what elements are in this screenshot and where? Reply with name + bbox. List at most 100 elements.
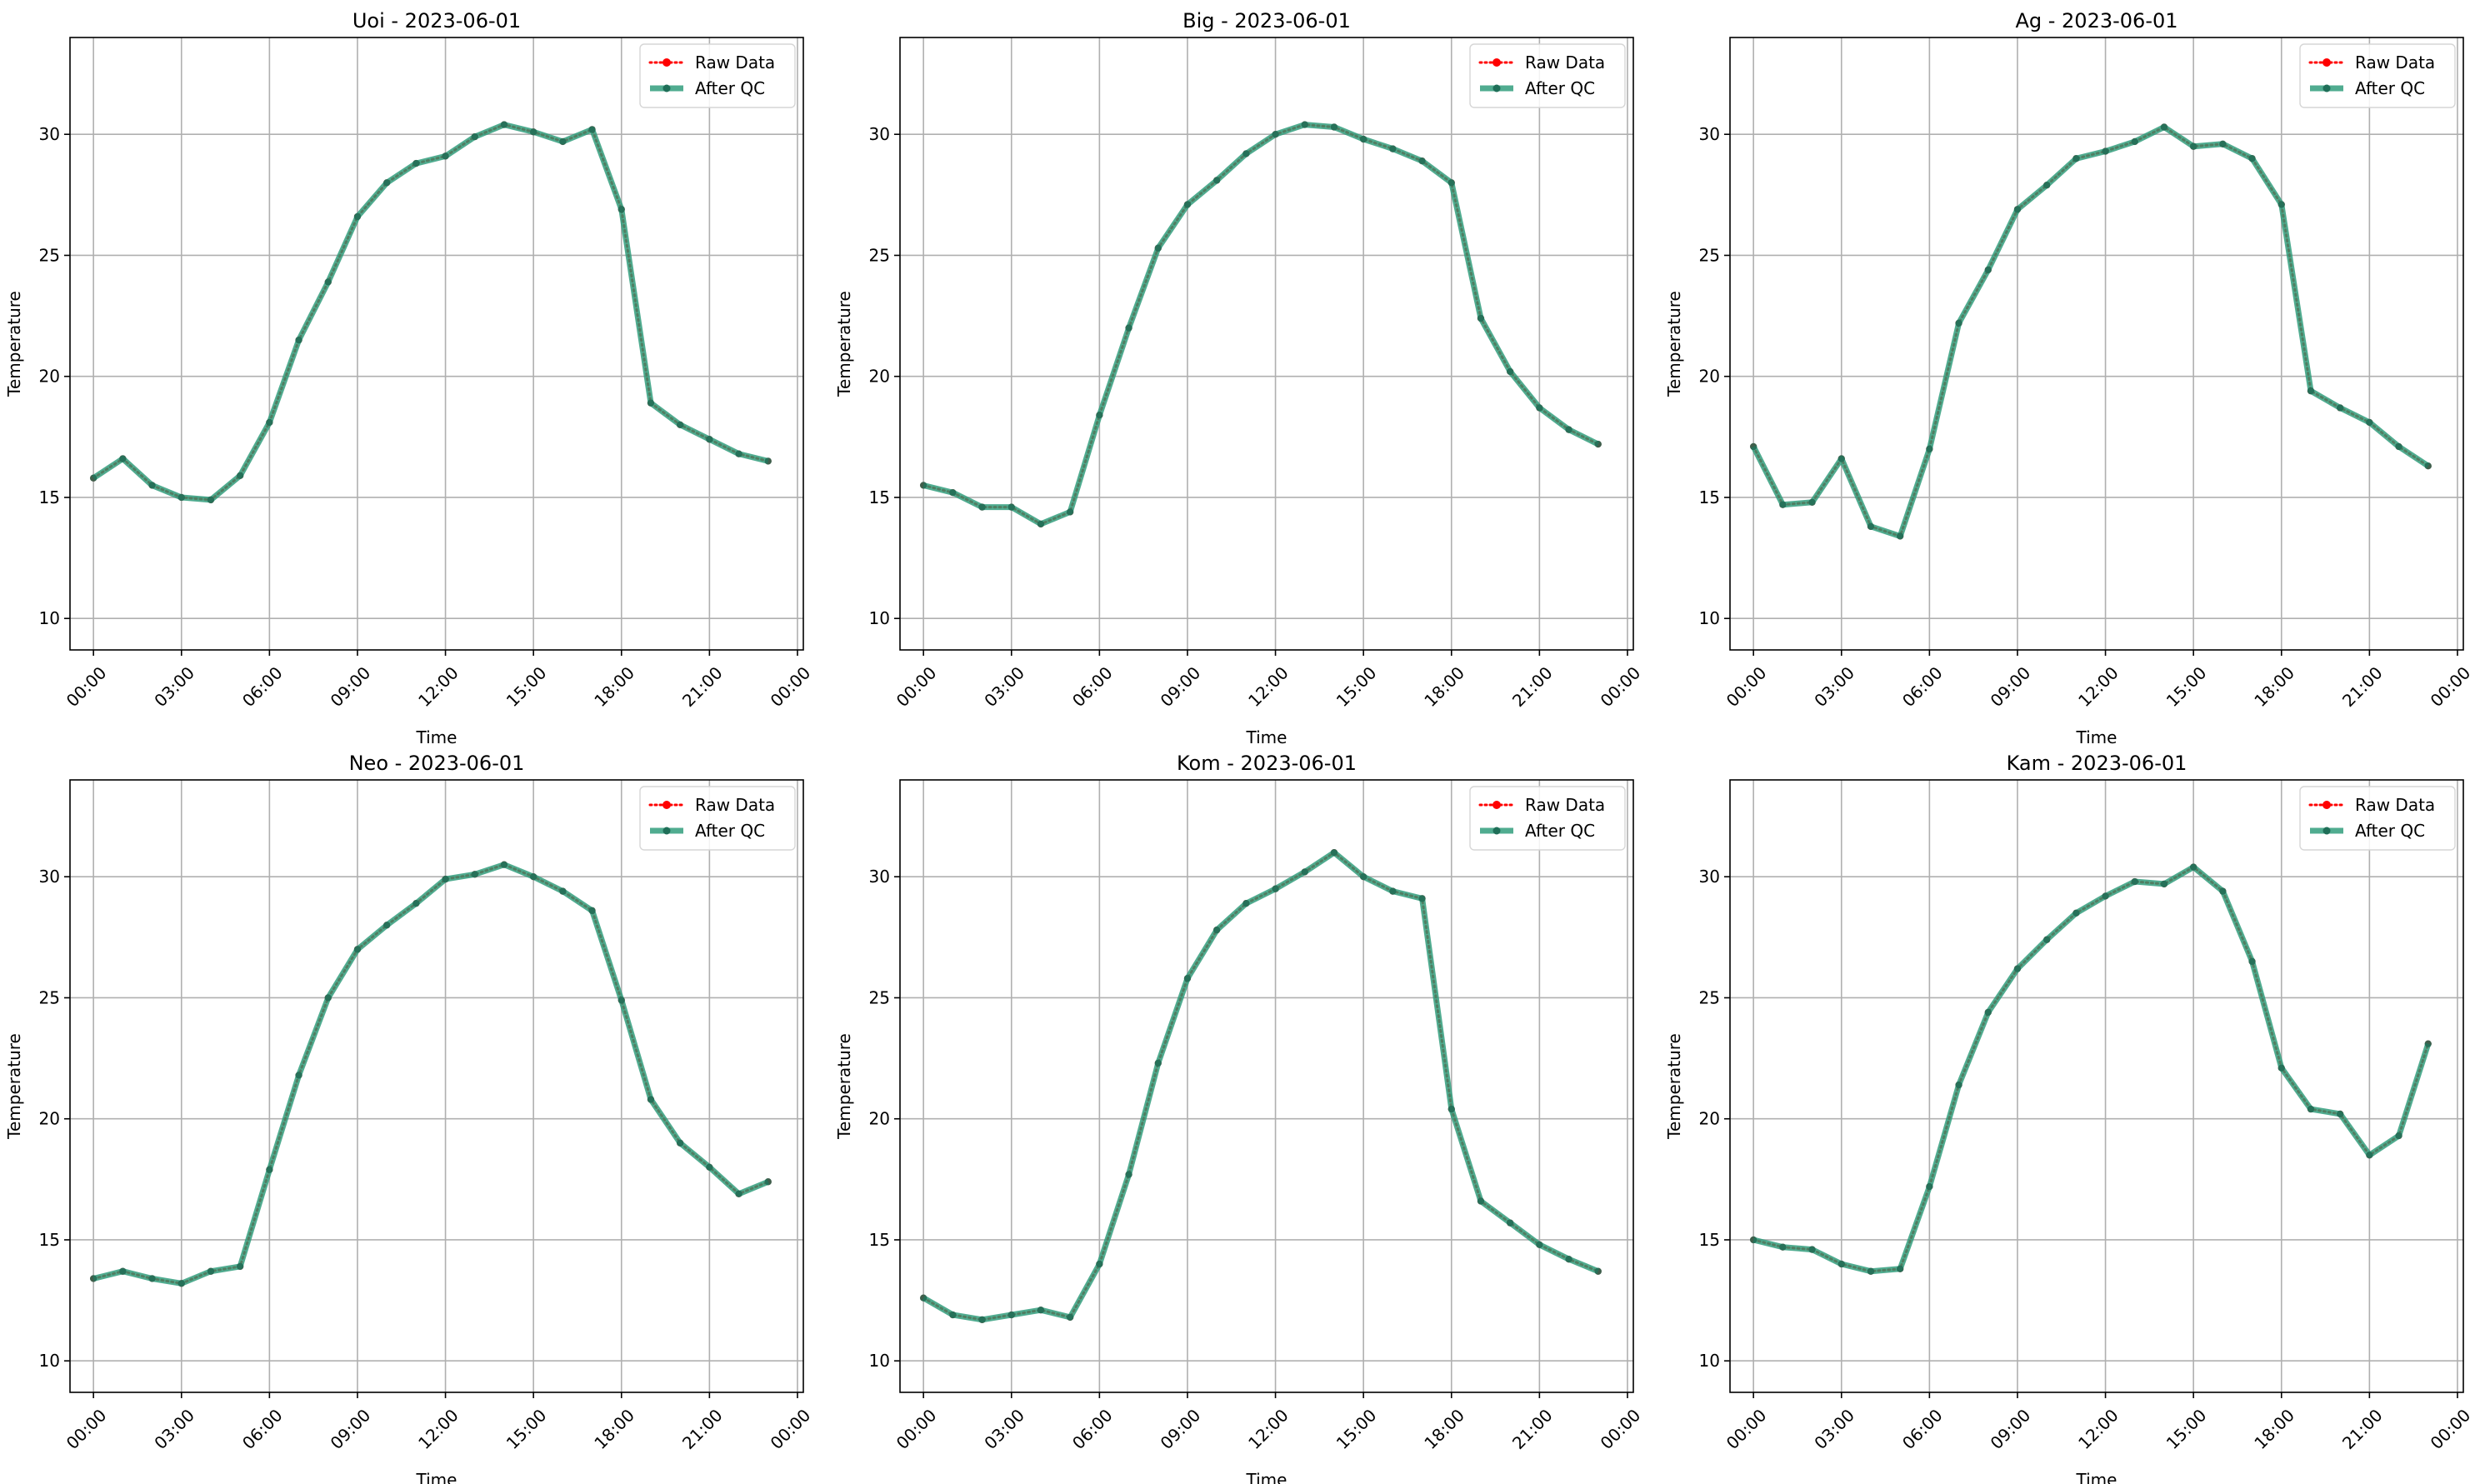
data-point-after-qc [676, 421, 684, 429]
data-point-after-qc [500, 121, 508, 128]
data-point-after-qc [324, 994, 332, 1002]
subplot-0: Uoi - 2023-06-01 00:00 03:00 06:00 09:00 12:0… [4, 9, 814, 747]
data-point-after-qc [412, 899, 420, 907]
legend-label: Raw Data [2355, 795, 2435, 815]
data-point-after-qc [2336, 404, 2344, 412]
data-point-after-qc [647, 399, 655, 407]
data-point-after-qc [442, 875, 449, 883]
y-tick-label: 20 [1699, 1109, 1720, 1129]
y-tick-label: 15 [1699, 487, 1720, 507]
y-tick-label: 15 [39, 487, 60, 507]
x-tick-label: 03:00 [1810, 662, 1858, 711]
legend-marker-raw-data [1492, 801, 1501, 809]
data-point-after-qc [1096, 1260, 1103, 1268]
data-point-after-qc [2395, 442, 2402, 451]
data-point-after-qc [764, 457, 772, 465]
x-tick-label: 00:00 [1597, 662, 1645, 711]
x-tick-label: 12:00 [414, 662, 462, 711]
x-tick-label: 21:00 [1508, 662, 1557, 711]
data-point-after-qc [2307, 1105, 2315, 1113]
data-point-after-qc [1212, 177, 1221, 184]
y-tick-label: 25 [1699, 987, 1720, 1007]
data-point-after-qc [1749, 442, 1758, 451]
data-point-after-qc [266, 418, 273, 427]
y-tick-label: 20 [869, 367, 890, 387]
data-point-after-qc [919, 482, 928, 489]
data-point-after-qc [2278, 201, 2285, 208]
data-point-after-qc [1037, 520, 1045, 528]
y-tick-label: 10 [39, 608, 60, 628]
series-line-raw-data [1752, 125, 2430, 538]
data-point-after-qc [178, 1280, 185, 1287]
legend: Raw Data After QC [1469, 786, 1626, 851]
legend-label: After QC [695, 78, 765, 98]
data-point-after-qc [1838, 455, 1845, 462]
data-point-after-qc [1779, 1243, 1787, 1251]
x-tick-label: 12:00 [2074, 1405, 2122, 1453]
data-point-after-qc [89, 474, 98, 482]
x-tick-label: 15:00 [502, 662, 551, 711]
legend-label: After QC [1525, 78, 1595, 98]
data-point-after-qc [324, 278, 332, 286]
legend-box [1469, 43, 1626, 108]
data-point-after-qc [119, 1267, 127, 1275]
data-point-after-qc [1808, 1246, 1816, 1253]
y-tick-label: 15 [869, 487, 890, 507]
x-tick-label: 00:00 [1722, 1405, 1771, 1453]
legend-marker-after-qc [2322, 84, 2331, 92]
x-tick-label: 00:00 [892, 1405, 941, 1453]
x-tick-label: 03:00 [1810, 1405, 1858, 1453]
data-point-after-qc [559, 887, 567, 895]
x-axis-label: Time [2076, 727, 2118, 747]
data-point-after-qc [236, 1262, 244, 1271]
data-point-after-qc [2131, 877, 2138, 886]
data-point-after-qc [89, 1275, 98, 1282]
data-point-after-qc [382, 179, 391, 187]
data-point-after-qc [1955, 319, 1962, 327]
data-point-after-qc [1008, 503, 1015, 511]
series-line-raw-data [92, 863, 770, 1285]
data-point-after-qc [148, 482, 156, 489]
data-point-after-qc [1779, 501, 1787, 508]
x-tick-label: 03:00 [150, 662, 198, 711]
data-point-after-qc [119, 455, 127, 462]
legend-marker-after-qc [1492, 827, 1501, 835]
x-tick-label: 09:00 [327, 1405, 375, 1453]
data-point-after-qc [2278, 1064, 2285, 1072]
data-point-after-qc [295, 336, 302, 344]
y-tick-label: 10 [1699, 1351, 1720, 1371]
data-point-after-qc [2102, 147, 2109, 155]
panel-title: Kom - 2023-06-01 [1177, 752, 1357, 775]
data-point-after-qc [2102, 892, 2109, 900]
data-point-after-qc [1808, 498, 1816, 506]
x-tick-label: 06:00 [1898, 1405, 1947, 1453]
data-point-after-qc [559, 137, 567, 146]
data-point-after-qc [353, 946, 362, 953]
subplot-4: Kom - 2023-06-01 00:00 03:00 06:00 09:00 12:0… [834, 752, 1644, 1484]
x-tick-label: 03:00 [980, 1405, 1028, 1453]
data-point-after-qc [949, 488, 957, 497]
data-point-after-qc [382, 922, 391, 929]
x-tick-label: 15:00 [1332, 662, 1381, 711]
x-axis-label: Time [1246, 1470, 1288, 1484]
data-point-after-qc [1330, 123, 1338, 131]
data-point-after-qc [353, 212, 362, 221]
data-point-after-qc [2366, 1152, 2373, 1159]
data-point-after-qc [1838, 1260, 1845, 1268]
y-tick-label: 25 [869, 245, 890, 265]
x-axis-label: Time [2076, 1470, 2118, 1484]
data-point-after-qc [1125, 324, 1132, 332]
x-tick-label: 00:00 [1722, 662, 1771, 711]
data-point-after-qc [236, 472, 244, 480]
legend-marker-after-qc [2322, 827, 2331, 835]
legend-label: Raw Data [2355, 52, 2435, 72]
data-point-after-qc [471, 132, 478, 141]
y-tick-label: 30 [869, 867, 890, 887]
data-point-after-qc [1301, 868, 1308, 876]
x-tick-label: 09:00 [1157, 662, 1205, 711]
y-tick-label: 20 [39, 367, 60, 387]
data-point-after-qc [735, 450, 742, 457]
x-tick-label: 18:00 [590, 1405, 638, 1453]
x-tick-label: 03:00 [980, 662, 1028, 711]
